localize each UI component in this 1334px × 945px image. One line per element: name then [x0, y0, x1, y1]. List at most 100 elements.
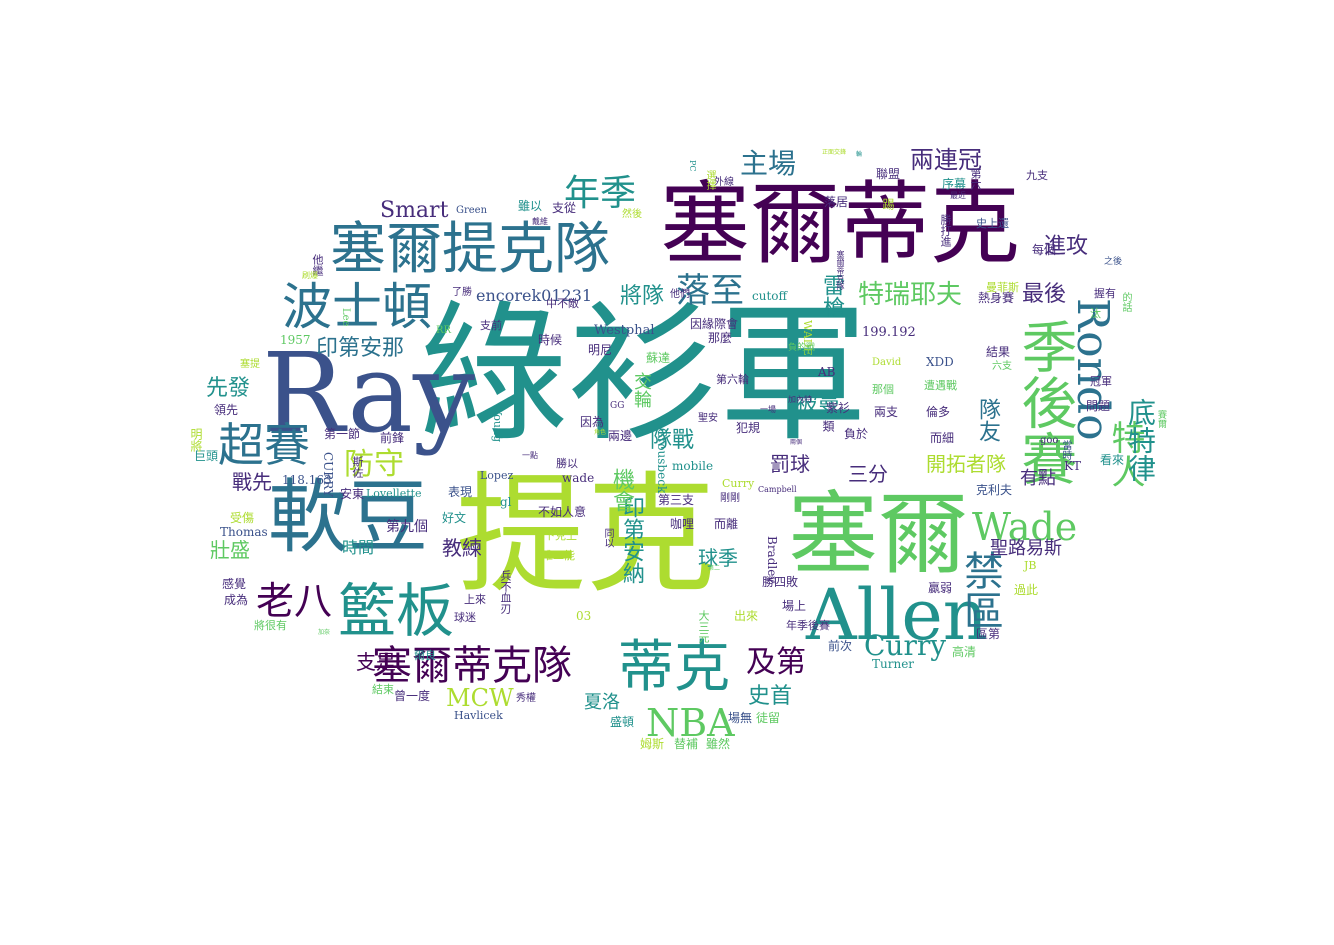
word-16: 塞爾蒂克隊 — [372, 643, 572, 689]
word-163: 當時 — [1060, 440, 1071, 460]
word-165: 看來 — [1100, 453, 1125, 467]
word-4: 塞爾 — [788, 482, 968, 587]
word-28: Curry — [864, 629, 947, 662]
word-41: 隊戰 — [650, 428, 695, 453]
word-55: 交輪 — [631, 372, 652, 408]
word-156: GG — [610, 401, 625, 411]
word-128: 不如人意 — [538, 505, 587, 519]
word-108: Lee — [340, 308, 351, 327]
word-116: 第一節 — [324, 427, 361, 441]
word-137: 同以 — [602, 528, 613, 548]
word-125: 表現 — [448, 485, 473, 499]
word-172: 每個 — [1032, 243, 1057, 257]
word-56: 時間 — [342, 538, 375, 557]
word-178: 落居 — [824, 195, 849, 209]
word-74: 熱身賽 — [978, 291, 1015, 305]
word-179: 雖以 — [518, 199, 543, 213]
word-194: 賽爾 — [1156, 410, 1166, 428]
word-76: WADE — [801, 320, 814, 356]
word-182: 然後 — [622, 209, 642, 220]
word-122: Young — [491, 408, 504, 443]
word-132: 唯二能 — [542, 549, 575, 562]
word-114: 明尼 — [588, 343, 613, 357]
word-ray: Ray — [262, 329, 476, 457]
word-162: goo — [1040, 435, 1059, 446]
word-185: 他們 — [670, 289, 690, 300]
word-164: KT — [1064, 459, 1081, 473]
word-66: Bradley — [765, 536, 779, 584]
word-155: 遭遇戰 — [924, 379, 957, 392]
word-10: 籃板 — [338, 577, 455, 645]
word-53: encorek01231 — [476, 286, 593, 305]
word-32: 機會 — [609, 468, 634, 512]
word-45: 三分 — [848, 462, 888, 486]
word-198: 最近 — [950, 191, 966, 200]
word-110: 支前 — [480, 319, 502, 332]
word-17: 年季 — [564, 173, 637, 214]
word-183: 戴維 — [532, 217, 548, 226]
word-166: 問題 — [1086, 399, 1111, 413]
word-89: 出來 — [734, 609, 759, 623]
word-18: NBA — [646, 701, 735, 745]
word-154: 那個 — [872, 383, 894, 396]
word-59: cutoff — [752, 289, 788, 303]
word-167: 冠軍 — [1090, 375, 1112, 388]
word-44: 罰球 — [770, 452, 810, 476]
word-168: 六支 — [992, 361, 1012, 372]
word-15: 禁區 — [957, 550, 1003, 630]
word-159: 兩個 — [790, 439, 803, 446]
word-51: 有點 — [1020, 468, 1056, 489]
word-64: Lovellette — [366, 487, 422, 500]
word-112: 時候 — [538, 333, 563, 347]
word-120: 因為 — [580, 415, 605, 429]
word-7: 塞爾提克隊 — [330, 217, 610, 282]
word-111: 了勝 — [452, 287, 472, 298]
word-63: Thomas — [220, 525, 268, 539]
word-106: 塞提 — [240, 359, 260, 370]
word-129: 勝以 — [556, 457, 578, 470]
word-6: Allen — [806, 574, 988, 656]
word-121: 兩邊 — [608, 429, 633, 443]
word-62: 118.163 — [282, 473, 332, 487]
word-170: 握有 — [1094, 287, 1116, 300]
word-46: 戰先 — [232, 470, 272, 494]
word-90: 替補 — [674, 737, 699, 751]
word-49: 教練 — [442, 536, 482, 560]
word-47: 開拓者隊 — [926, 452, 1006, 476]
word-42: 史首 — [748, 684, 793, 709]
word-65: Grousbeck — [655, 428, 669, 494]
word-119: 安東 — [340, 487, 365, 501]
word-113: 中不敵 — [546, 297, 579, 310]
word-99: 將很有 — [254, 619, 287, 632]
word-73: 勝打進 — [939, 214, 952, 247]
word-190: 塞爾蒂克隊 — [836, 250, 845, 290]
word-123: Lopez — [480, 469, 514, 482]
word-107: 1957 — [280, 333, 311, 347]
word-71: 序幕 — [942, 177, 967, 191]
word-40: 被曼 — [796, 392, 841, 417]
word-151: 紫衫 — [826, 401, 851, 415]
word-79: 而細 — [930, 431, 955, 445]
word-72: 史上還 — [976, 217, 1009, 230]
word-130: 一點 — [522, 451, 538, 460]
word-83: 區第 — [976, 627, 1001, 641]
word-20: 老八 — [256, 579, 333, 623]
word-lu-shan-jun: 綠衫軍 — [418, 288, 869, 462]
word-8: 季後賽 — [1012, 318, 1077, 486]
word-97: 結束 — [372, 683, 394, 696]
word-143: Curry — [722, 477, 755, 490]
word-150: AB — [818, 365, 836, 379]
word-9: 波士頓 — [282, 278, 432, 336]
word-169: 汰 — [1090, 307, 1101, 320]
word-176: 外線 — [714, 177, 734, 188]
word-25: 主場 — [740, 147, 797, 180]
word-91: 雖然 — [706, 737, 731, 751]
word-22: 底特律 — [1124, 398, 1157, 482]
word-149: 那麼 — [708, 331, 733, 345]
word-37: 印第安那 — [316, 336, 405, 361]
word-13: Wade — [972, 505, 1078, 549]
word-35: 將隊 — [620, 284, 665, 309]
word-48: 壯盛 — [210, 538, 250, 562]
word-144: Campbell — [758, 485, 797, 494]
